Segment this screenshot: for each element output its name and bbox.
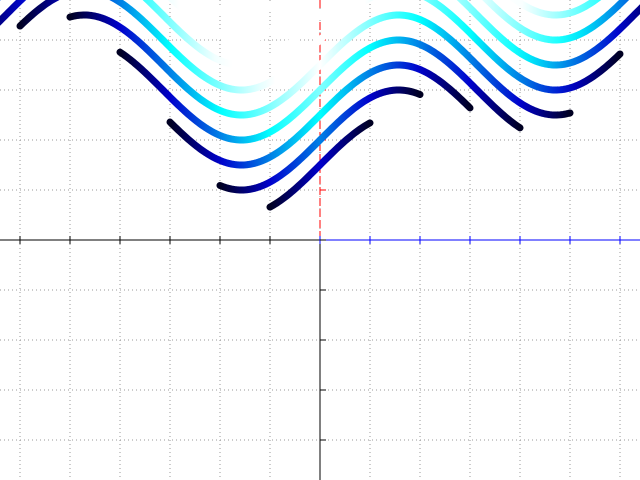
curve <box>0 0 630 44</box>
curve <box>0 0 640 69</box>
curve <box>116 36 524 144</box>
curve <box>216 86 424 194</box>
curve <box>166 61 474 169</box>
curve <box>16 0 624 94</box>
curve <box>66 11 574 119</box>
curve <box>266 119 374 211</box>
